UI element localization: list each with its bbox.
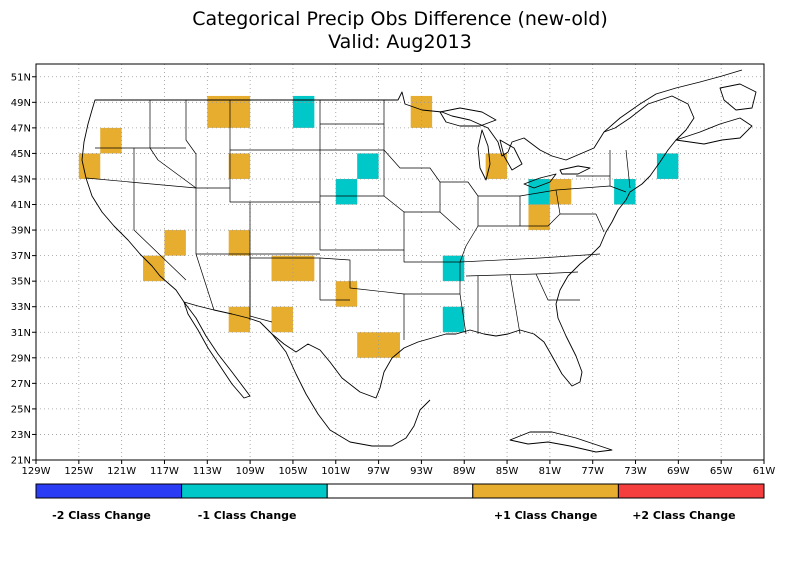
- lat-tick-label: 47N: [11, 123, 31, 134]
- change-cell: [271, 306, 293, 333]
- lon-tick-label: 97W: [367, 466, 390, 477]
- lat-tick-label: 21N: [11, 456, 31, 467]
- lat-tick-label: 23N: [11, 430, 31, 441]
- lon-tick-label: 117W: [150, 466, 179, 477]
- lat-tick-label: 41N: [11, 200, 31, 211]
- lat-tick-label: 37N: [11, 251, 31, 262]
- legend-swatch: [617, 483, 765, 499]
- cuba: [509, 431, 613, 453]
- lon-tick-label: 109W: [236, 466, 265, 477]
- lat-tick-label: 25N: [11, 404, 31, 415]
- mexico-coast: [271, 333, 431, 447]
- lon-tick-label: 89W: [453, 466, 476, 477]
- plot-frame: [35, 63, 765, 461]
- change-cell: [228, 153, 251, 179]
- legend-label: -2 Class Change: [52, 509, 151, 522]
- legend-label: +2 Class Change: [632, 509, 735, 522]
- lat-tick-label: 45N: [11, 149, 31, 160]
- lon-tick-label: 81W: [539, 466, 562, 477]
- lat-tick-label: 27N: [11, 379, 31, 390]
- map-frame: [35, 63, 765, 461]
- state-borders: [85, 100, 631, 340]
- lat-tick-label: 49N: [11, 98, 31, 109]
- legend-swatch: [326, 483, 474, 499]
- change-cell: [656, 153, 679, 179]
- change-cell: [228, 306, 251, 333]
- lon-tick-label: 61W: [753, 466, 776, 477]
- lat-tick-label: 35N: [11, 277, 31, 288]
- legend-swatch: [181, 483, 328, 499]
- nova-scotia: [675, 117, 753, 145]
- us-outline: [81, 91, 695, 399]
- lat-tick-label: 39N: [11, 226, 31, 237]
- lat-tick-label: 29N: [11, 353, 31, 364]
- lake-erie: [523, 173, 557, 189]
- lon-tick-label: 105W: [278, 466, 307, 477]
- gridlines: [36, 64, 764, 460]
- legend-colorbar: -2 Class Change -1 Class Change +1 Class C…: [35, 483, 765, 522]
- lake-michigan: [477, 129, 491, 181]
- lon-tick-label: 65W: [710, 466, 733, 477]
- change-cell: [335, 281, 358, 307]
- lon-tick-label: 121W: [107, 466, 136, 477]
- lon-tick-label: 85W: [496, 466, 519, 477]
- change-cell: [100, 127, 122, 154]
- lon-tick-label: 125W: [64, 466, 93, 477]
- legend-label: +1 Class Change: [494, 509, 597, 522]
- map-outlines: [81, 69, 757, 453]
- canada-coast: [603, 69, 743, 133]
- change-cell: [528, 204, 550, 231]
- change-cell: [485, 153, 508, 179]
- map-title: Categorical Precip Obs Difference (new-o…: [192, 8, 608, 30]
- lon-tick-label: 129W: [22, 466, 51, 477]
- change-cell: [207, 95, 251, 128]
- change-cell: [357, 153, 379, 179]
- lat-tick-label: 51N: [11, 72, 31, 83]
- legend-swatch: [35, 483, 183, 499]
- lake-ontario: [559, 165, 591, 175]
- lake-superior: [439, 107, 497, 127]
- newfoundland: [719, 83, 757, 111]
- map-subtitle: Valid: Aug2013: [328, 31, 472, 53]
- legend-label: -1 Class Change: [198, 509, 297, 522]
- lon-tick-label: 101W: [321, 466, 350, 477]
- change-cell: [78, 153, 101, 179]
- lake-huron: [499, 139, 523, 171]
- change-cell: [442, 306, 465, 333]
- lon-tick-label: 93W: [410, 466, 433, 477]
- change-cell: [410, 95, 433, 128]
- lon-tick-label: 113W: [193, 466, 222, 477]
- legend-swatch: [472, 483, 619, 499]
- change-cell: [292, 95, 315, 128]
- lon-tick-label: 69W: [667, 466, 690, 477]
- change-cell: [228, 230, 251, 256]
- lon-tick-label: 77W: [581, 466, 604, 477]
- lon-tick-label: 73W: [624, 466, 647, 477]
- change-cell: [164, 230, 186, 256]
- lat-tick-label: 31N: [11, 328, 31, 339]
- change-cell: [528, 178, 550, 205]
- baja-california: [183, 301, 251, 399]
- axis-labels: 129W 125W 121W 117W 113W 109W 105W 101W 97W 93W 89…: [11, 72, 776, 477]
- lat-tick-label: 33N: [11, 302, 31, 313]
- change-cell: [549, 178, 572, 205]
- lat-tick-label: 43N: [11, 174, 31, 185]
- cells-layer: [78, 95, 679, 358]
- change-cell: [335, 178, 358, 205]
